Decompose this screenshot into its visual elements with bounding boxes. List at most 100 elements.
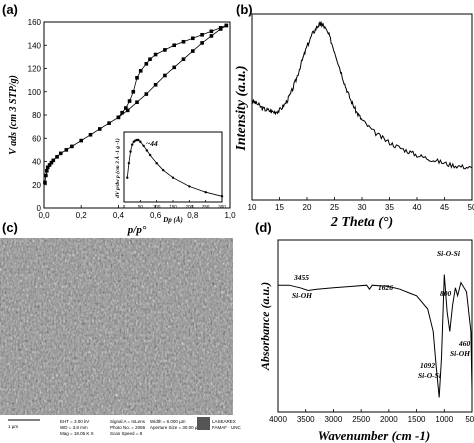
inset-point bbox=[204, 191, 207, 194]
chart-d-xtick-label: 1000 bbox=[435, 415, 453, 424]
chart-a-point bbox=[224, 23, 229, 28]
chart-a-ytick-label: 40 bbox=[32, 158, 41, 167]
chart-a-ytick-label: 160 bbox=[28, 18, 42, 27]
chart-a-point bbox=[51, 158, 56, 163]
sem-lab-text-2: FAMAF · UNC bbox=[212, 425, 241, 430]
sem-meta-7: Aperture Size = 30.00 µm bbox=[150, 425, 201, 430]
inset-line bbox=[126, 139, 223, 197]
chart-b-ticks: 10 15 20 25 30 35 40 45 50 bbox=[248, 197, 474, 212]
chart-a-point bbox=[144, 92, 149, 96]
inset-point bbox=[142, 144, 145, 147]
ftir-annot-sioh-1: Si-OH bbox=[292, 291, 313, 300]
chart-b-xlabel: 2 Theta (°) bbox=[330, 215, 393, 230]
sem-meta-0: EHT = 3.00 kV bbox=[60, 419, 89, 424]
chart-a-point bbox=[181, 39, 186, 44]
inset-point bbox=[145, 149, 149, 152]
chart-a-ytick-label: 0 bbox=[37, 204, 42, 213]
chart-a-inset: 0 50 100 150 200 250 300 ~44 Dp (Å) dV p/dw p … bbox=[114, 131, 226, 224]
ftir-annot-sioh-2: Si-OH bbox=[450, 349, 471, 358]
chart-b-ylabel: Intensity (a.u.) bbox=[234, 65, 249, 151]
chart-b-line bbox=[251, 20, 473, 170]
inset-point bbox=[130, 143, 134, 146]
chart-b-xtick-label: 20 bbox=[303, 203, 312, 212]
sem-scale-text: 1 µm bbox=[8, 424, 18, 429]
chart-a-point bbox=[127, 99, 132, 103]
chart-a-point bbox=[116, 115, 121, 120]
chart-a-point bbox=[64, 148, 69, 152]
chart-a-point bbox=[163, 73, 167, 78]
chart-a-isotherm: 0,0 0,2 0,4 0,6 0,8 1,0020406080100120140160 … bbox=[8, 18, 236, 236]
chart-a-ytick-label: 80 bbox=[32, 111, 41, 120]
chart-a-point bbox=[43, 180, 47, 185]
chart-a-point bbox=[153, 52, 158, 57]
inset-xtick-label: 0 bbox=[123, 204, 126, 209]
chart-a-point bbox=[70, 144, 74, 149]
chart-a-ytick-label: 140 bbox=[28, 41, 42, 50]
chart-d-line bbox=[278, 274, 473, 402]
inset-point bbox=[137, 138, 140, 142]
chart-d-ylabel: Absorbance (a.u.) bbox=[258, 282, 272, 371]
inset-point bbox=[148, 153, 152, 157]
ftir-annot-3455: 3455 bbox=[293, 273, 309, 282]
inset-series bbox=[126, 138, 224, 198]
inset-point bbox=[127, 162, 131, 165]
chart-a-point bbox=[120, 110, 124, 115]
chart-d-xtick-label: 4000 bbox=[269, 415, 287, 424]
chart-a-ylabel: V ads (cm 3 STP/g) bbox=[8, 75, 19, 155]
chart-d-xtick-label: 3500 bbox=[297, 415, 315, 424]
sem-meta-4: Photo No. = 2066 bbox=[110, 425, 146, 430]
chart-a-point bbox=[153, 82, 158, 87]
chart-d-xlabel: Wavenumber (cm -1) bbox=[318, 428, 430, 443]
chart-a-ytick-label: 20 bbox=[32, 181, 41, 190]
chart-b-xtick-label: 50 bbox=[468, 203, 474, 212]
chart-a-point bbox=[209, 34, 214, 38]
chart-a-ytick-label: 60 bbox=[32, 134, 41, 143]
panel-label-a: (a) bbox=[2, 2, 18, 17]
chart-a-point bbox=[138, 69, 143, 73]
chart-a-point bbox=[107, 121, 111, 125]
chart-a-point bbox=[131, 89, 136, 94]
chart-b-xtick-label: 45 bbox=[440, 203, 449, 212]
chart-a-point bbox=[135, 100, 139, 105]
inset-xtick-label: 100 bbox=[153, 204, 161, 209]
sem-lab-text: LASEAREX bbox=[212, 419, 236, 424]
inset-ticks: 0 50 100 150 200 250 300 bbox=[123, 200, 226, 209]
chart-a-point bbox=[98, 127, 102, 131]
chart-a-xtick-label: 0,6 bbox=[150, 211, 162, 220]
chart-a-frame bbox=[43, 21, 231, 209]
inset-point bbox=[126, 176, 129, 179]
chart-b-xtick-label: 15 bbox=[275, 203, 284, 212]
panel-label-d: (d) bbox=[255, 220, 272, 235]
chart-a-point bbox=[181, 57, 186, 61]
chart-a-series bbox=[43, 23, 229, 185]
chart-b-xrd: 10 15 20 25 30 35 40 45 50 2 Theta (°) Intensity… bbox=[234, 13, 474, 230]
chart-d-ftir: 4000 3500 3000 2500 2000 1500 1000 500 3455 Si-… bbox=[258, 239, 474, 443]
sem-texture bbox=[0, 238, 233, 415]
lab-logo-icon bbox=[197, 417, 210, 430]
sem-micrograph: 1 µm EHT = 3.00 kV WD = 3.8 mm Mag = 18.… bbox=[0, 238, 241, 443]
inset-point bbox=[155, 162, 158, 165]
chart-d-ticks: 4000 3500 3000 2500 2000 1500 1000 500 bbox=[269, 409, 474, 424]
chart-a-point bbox=[58, 151, 63, 156]
panel-label-b: (b) bbox=[236, 2, 253, 17]
sem-meta-6: Width = 6.000 µm bbox=[150, 419, 186, 424]
chart-b-xtick-label: 40 bbox=[413, 203, 422, 212]
inset-ylabel: dV p/dw p (cm 3 Å -1 g -1) bbox=[114, 138, 121, 198]
sem-meta-3: Signal A = InLens bbox=[110, 419, 146, 424]
inset-point bbox=[162, 168, 165, 172]
inset-point bbox=[171, 176, 175, 179]
chart-a-point bbox=[124, 106, 128, 110]
chart-a-point bbox=[44, 169, 49, 173]
inset-point bbox=[139, 140, 142, 143]
ftir-annot-800: 800 bbox=[440, 289, 452, 298]
ftir-annot-460: 460 bbox=[458, 339, 471, 348]
chart-d-xtick-label: 2000 bbox=[380, 415, 398, 424]
chart-a-point bbox=[200, 32, 204, 37]
inset-point bbox=[188, 185, 191, 188]
inset-point bbox=[129, 150, 132, 153]
chart-a-point bbox=[148, 57, 152, 61]
chart-a-point bbox=[218, 26, 223, 30]
chart-a-point bbox=[49, 160, 54, 165]
chart-b-xtick-label: 35 bbox=[385, 203, 394, 212]
chart-a-point bbox=[55, 155, 59, 159]
